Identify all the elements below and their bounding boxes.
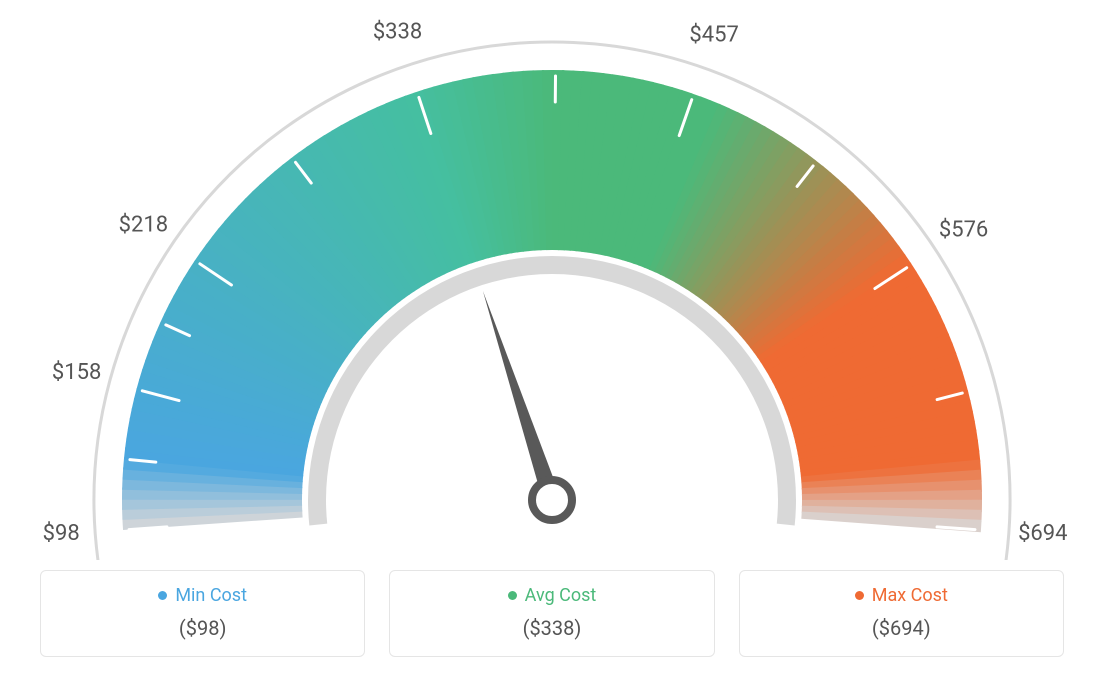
legend-card-max: Max Cost ($694)	[739, 570, 1064, 657]
legend-value-min: ($98)	[41, 616, 364, 640]
legend-card-avg: Avg Cost ($338)	[389, 570, 714, 657]
svg-text:$457: $457	[689, 22, 738, 47]
svg-text:$98: $98	[43, 521, 80, 546]
legend-title-min: Min Cost	[158, 585, 247, 606]
legend-value-max: ($694)	[740, 616, 1063, 640]
legend-title-max: Max Cost	[855, 585, 948, 606]
dot-avg-icon	[508, 591, 517, 600]
legend-label-max: Max Cost	[872, 585, 948, 606]
dot-max-icon	[855, 591, 864, 600]
svg-text:$576: $576	[939, 217, 988, 242]
svg-text:$158: $158	[52, 360, 101, 385]
svg-text:$694: $694	[1018, 521, 1067, 546]
legend-title-avg: Avg Cost	[508, 585, 597, 606]
svg-text:$218: $218	[119, 213, 168, 238]
legend-card-min: Min Cost ($98)	[40, 570, 365, 657]
svg-text:$338: $338	[373, 20, 422, 45]
legend-row: Min Cost ($98) Avg Cost ($338) Max Cost …	[0, 570, 1104, 657]
gauge-svg: $98 $158 $218 $338 $457 $576 $694	[0, 0, 1104, 560]
dot-min-icon	[158, 591, 167, 600]
cost-gauge: $98 $158 $218 $338 $457 $576 $694	[0, 0, 1104, 560]
legend-value-avg: ($338)	[390, 616, 713, 640]
legend-label-min: Min Cost	[175, 585, 247, 606]
legend-label-avg: Avg Cost	[525, 585, 597, 606]
